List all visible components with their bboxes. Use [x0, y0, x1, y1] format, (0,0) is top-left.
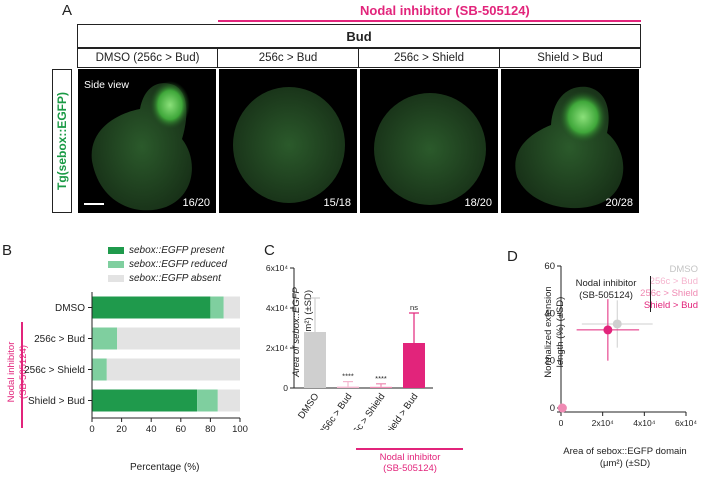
- column-header-256c-bud: 256c > Bud: [217, 48, 359, 68]
- legend-d: DMSO 256c > Bud 256c > Shield Shield > B…: [600, 264, 698, 312]
- count-shield-bud: 20/28: [605, 197, 633, 209]
- legend-swatch-reduced: [108, 260, 124, 268]
- legend-swatch-absent: [108, 274, 124, 282]
- micrograph-shield-bud: 20/28: [501, 69, 639, 213]
- x-tick-label: 0: [559, 418, 564, 428]
- bar-segment: [106, 358, 240, 381]
- micrograph-dmso: Side view 16/20: [78, 69, 216, 213]
- inhibitor-header-line: [218, 20, 641, 22]
- bar-segment: [92, 296, 211, 319]
- count-dmso: 16/20: [182, 197, 210, 209]
- bar-segment: [223, 296, 240, 319]
- chart-b-stacked-bars: DMSO 256c > Bud 256c > Shield Shield > Bud 0…: [24, 292, 248, 435]
- panel-d-letter: D: [507, 248, 518, 265]
- x-tick-label: 0: [89, 424, 94, 435]
- significance-label: ****: [342, 372, 354, 381]
- column-header-dmso: DMSO (256c > Bud): [77, 48, 218, 68]
- y-tick-label: 6x10⁴: [266, 263, 288, 273]
- x-tick-label: 80: [205, 424, 216, 435]
- chart-d-xlabel: Area of sebox::EGFP domain (μm²) (±SD): [560, 446, 690, 470]
- category-label: 256c > Shield: [24, 365, 85, 376]
- legend-d-group-line2: (SB-505124): [579, 290, 633, 301]
- legend-d-group: Nodal inhibitor (SB-505124): [566, 278, 646, 302]
- panel-b-letter: B: [2, 242, 13, 259]
- legend-label-reduced: sebox::EGFP reduced: [129, 258, 228, 270]
- category-label: DMSO: [296, 391, 321, 421]
- category-label: 256c > Bud: [318, 391, 355, 430]
- group-label-c-line2: (SB-505124): [383, 463, 437, 474]
- legend-d-dmso: DMSO: [669, 264, 699, 275]
- legend-d-shield-bud: Shield > Bud: [643, 300, 698, 311]
- column-header-shield-bud: Shield > Bud: [499, 48, 641, 68]
- category-label: DMSO: [55, 303, 85, 314]
- x-tick-label: 100: [232, 424, 248, 435]
- bar-segment: [217, 389, 240, 412]
- y-tick-label: 20: [544, 356, 555, 367]
- x-tick-label: 4x10⁴: [633, 418, 655, 428]
- micrograph-256c-bud: 15/18: [219, 69, 357, 213]
- side-view-label: Side view: [84, 79, 129, 91]
- bar-segment: [197, 389, 218, 412]
- x-tick-label: 40: [146, 424, 157, 435]
- x-tick-label: 20: [116, 424, 127, 435]
- category-label: 256c > Bud: [34, 334, 85, 345]
- x-tick-label: 6x10⁴: [675, 418, 697, 428]
- legend-swatch-present: [108, 246, 124, 254]
- inhibitor-header: Nodal inhibitor (SB-505124): [360, 3, 530, 18]
- micrograph-256c-shield: 18/20: [360, 69, 498, 213]
- bar: [403, 343, 425, 388]
- group-line-c: [356, 448, 463, 450]
- group-bracket-b: [21, 322, 23, 428]
- bar: [337, 386, 359, 388]
- legend-label-present: sebox::EGFP present: [129, 244, 225, 256]
- bar: [304, 332, 326, 388]
- count-256c-bud: 15/18: [323, 197, 351, 209]
- y-tick-label: 2x10⁴: [266, 343, 288, 353]
- data-point: [603, 325, 613, 335]
- legend-d-group-line1: Nodal inhibitor: [575, 278, 637, 289]
- x-tick-label: 60: [176, 424, 187, 435]
- legend-d-bracket: [650, 276, 651, 312]
- stage-header: Bud: [77, 24, 641, 48]
- y-tick-label: 40: [544, 308, 555, 319]
- legend-d-256c-bud: 256c > Bud: [649, 276, 698, 287]
- bar: [370, 386, 392, 388]
- row-label: Tg(sebox::EGFP): [55, 92, 69, 190]
- x-tick-label: 2x10⁴: [592, 418, 614, 428]
- chart-d-xlabel-line1: Area of sebox::EGFP domain: [563, 446, 687, 457]
- data-point: [612, 319, 622, 329]
- legend-b: sebox::EGFP present sebox::EGFP reduced …: [108, 243, 227, 285]
- group-label-c: Nodal inhibitor (SB-505124): [356, 452, 464, 474]
- legend-d-256c-shield: 256c > Shield: [640, 288, 698, 299]
- significance-label: ns: [410, 303, 418, 312]
- chart-b-xlabel: Percentage (%): [130, 462, 200, 473]
- bar-segment: [210, 296, 224, 319]
- stage-header-label: Bud: [346, 28, 372, 44]
- data-point: [557, 403, 567, 413]
- chart-d-scatter: 0 20 40 60 0 2x10⁴ 4x10⁴ 6x10⁴: [544, 261, 697, 428]
- chart-d-xlabel-line2: (μm²) (±SD): [599, 458, 651, 469]
- column-header-256c-shield: 256c > Shield: [358, 48, 500, 68]
- bar-segment: [92, 358, 107, 381]
- legend-label-absent: sebox::EGFP absent: [129, 272, 221, 284]
- bar-segment: [117, 327, 240, 350]
- category-label: Shield > Bud: [28, 396, 85, 407]
- panel-c-letter: C: [264, 242, 275, 259]
- group-label-c-line1: Nodal inhibitor: [379, 452, 441, 463]
- row-label-box: Tg(sebox::EGFP): [52, 69, 72, 213]
- bar-segment: [92, 389, 198, 412]
- y-tick-label: 0: [550, 403, 555, 414]
- y-tick-label: 0: [283, 383, 288, 393]
- panel-a-letter: A: [62, 2, 73, 19]
- scale-bar: [84, 203, 104, 205]
- bar-segment: [92, 327, 118, 350]
- significance-label: ****: [375, 374, 387, 383]
- count-256c-shield: 18/20: [464, 197, 492, 209]
- y-tick-label: 60: [544, 261, 555, 272]
- y-tick-label: 4x10⁴: [266, 303, 288, 313]
